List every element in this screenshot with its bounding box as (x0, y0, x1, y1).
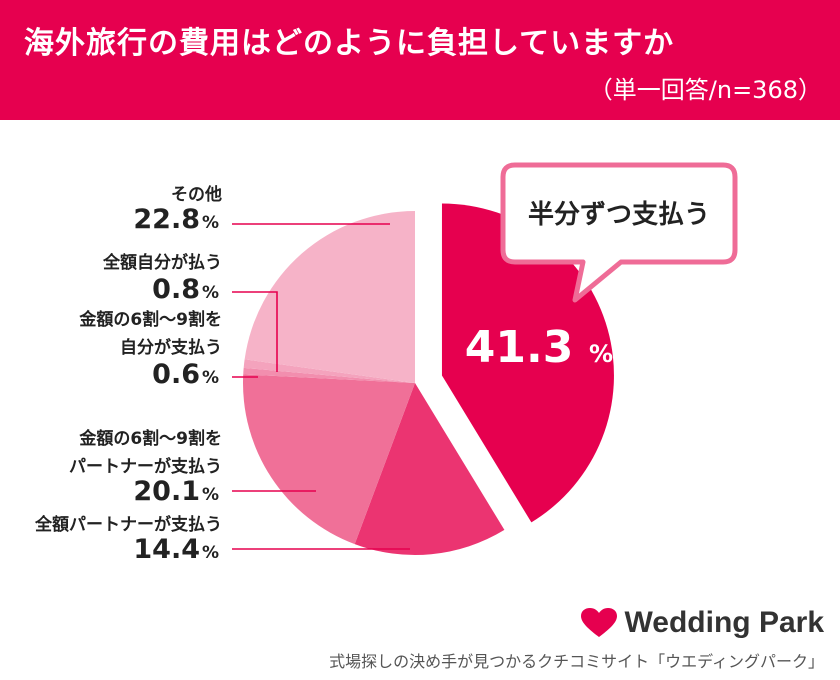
slice-label-value-3: 0.6 (152, 359, 200, 390)
pie-slice-0 (441, 203, 614, 523)
slice-label-name-2-1: パートナーが支払う (69, 456, 222, 477)
callout-shape (500, 162, 738, 303)
slice-label-value-1: 14.4 (133, 534, 200, 565)
pie-slice-2 (243, 374, 415, 545)
slice-label-name-1-0: 全額パートナーが支払う (34, 514, 222, 535)
pie-slices (243, 203, 614, 556)
brand-name: Wedding Park (624, 606, 824, 639)
slice-label-unit-3: % (202, 368, 219, 388)
slice-label-name-2-0: 金額の6割〜9割を (78, 428, 222, 449)
pie-slice-5 (244, 211, 415, 383)
leader-line-4 (232, 291, 278, 372)
brand-logo: Wedding Park (580, 606, 824, 640)
slice-label-name-3-1: 自分が支払う (120, 337, 222, 358)
callout-bubble: 半分ずつ支払う (500, 162, 738, 303)
slice-label-unit-1: % (202, 543, 219, 563)
heart-icon (580, 608, 617, 637)
slice-label-unit-4: % (202, 283, 219, 303)
slice-label-value-2: 20.1 (133, 476, 200, 507)
slice-label-name-4-0: 全額自分が払う (102, 252, 222, 273)
main-slice-value: 41.3 (465, 322, 574, 373)
pie-slice-1 (354, 383, 505, 556)
main-slice-unit: % (589, 340, 613, 368)
header-banner: 海外旅行の費用はどのように負担していますか （単一回答/n=368） (0, 0, 840, 120)
chart-title: 海外旅行の費用はどのように負担していますか (24, 26, 675, 61)
slice-label-name-3-0: 金額の6割〜9割を (78, 309, 222, 330)
site-tagline: 式場探しの決め手が見つかるクチコミサイト「ウエディングパーク」 (329, 652, 824, 671)
slice-label-name-5-0: その他 (171, 184, 222, 205)
main-slice-label: 41.3% (465, 322, 613, 373)
slice-label-value-5: 22.8 (133, 204, 200, 235)
slice-label-unit-2: % (202, 485, 219, 505)
chart-subtitle: （単一回答/n=368） (588, 76, 822, 104)
callout-text: 半分ずつ支払う (528, 200, 710, 230)
slice-label-unit-5: % (202, 213, 219, 233)
leader-lines (232, 223, 410, 550)
slice-label-value-4: 0.8 (152, 274, 200, 305)
pie-slice-4 (243, 359, 415, 383)
pie-slice-3 (243, 367, 415, 383)
